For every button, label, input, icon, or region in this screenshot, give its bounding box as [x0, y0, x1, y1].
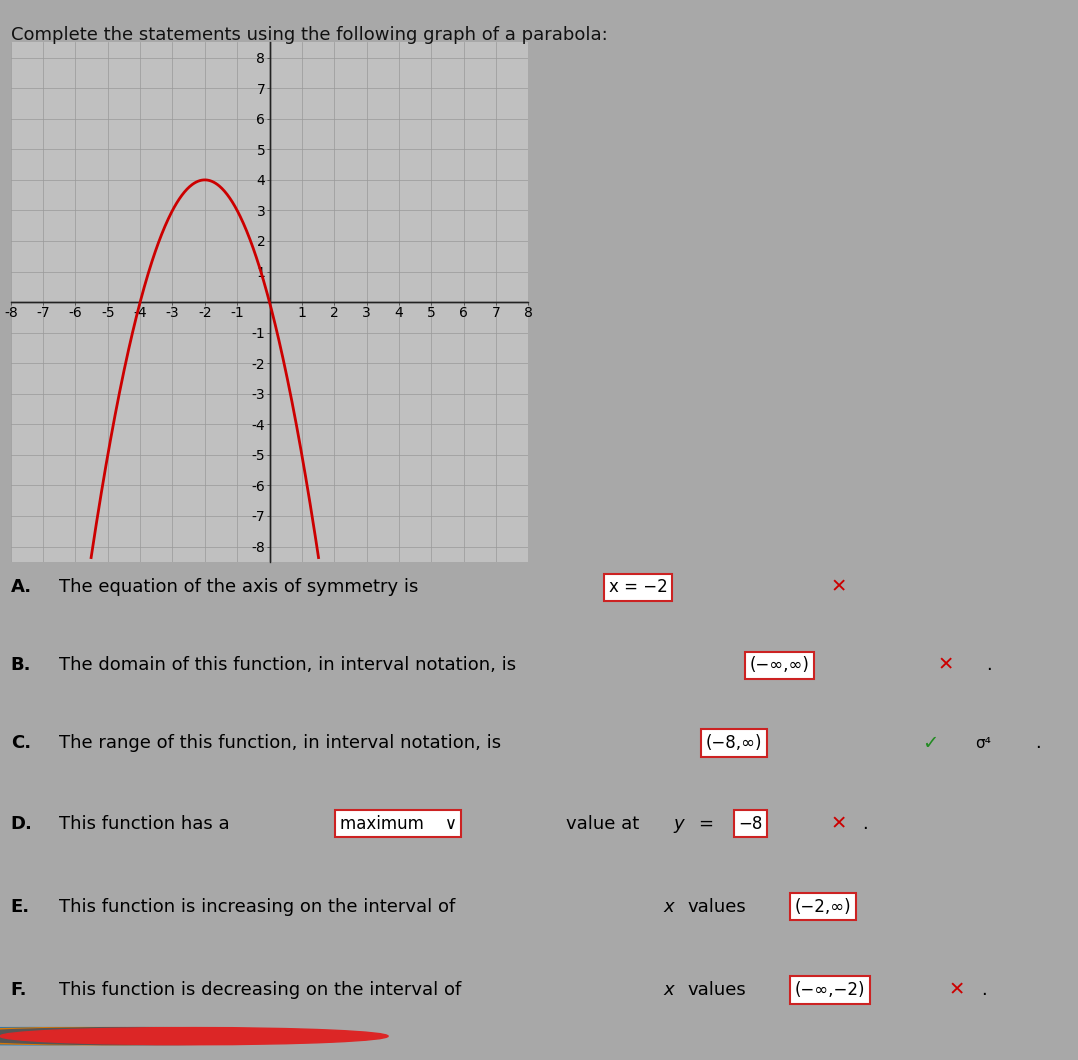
Text: The domain of this function, in interval notation, is: The domain of this function, in interval…	[59, 656, 516, 674]
Text: =: =	[699, 815, 714, 833]
Text: (−∞,−2): (−∞,−2)	[794, 980, 865, 999]
Text: (−8,∞): (−8,∞)	[706, 735, 762, 753]
Text: y: y	[674, 815, 685, 833]
Text: ✕: ✕	[830, 814, 846, 833]
Circle shape	[0, 1027, 334, 1045]
Text: values: values	[688, 898, 746, 916]
Text: ✕: ✕	[830, 578, 846, 597]
Text: The range of this function, in interval notation, is: The range of this function, in interval …	[59, 735, 501, 753]
Text: ✕: ✕	[938, 656, 954, 675]
Text: (−2,∞): (−2,∞)	[794, 898, 852, 916]
Text: −8: −8	[738, 815, 763, 833]
Text: values: values	[688, 980, 746, 999]
Text: .: .	[986, 656, 992, 674]
Text: σ⁴: σ⁴	[976, 736, 992, 750]
Text: .: .	[862, 815, 868, 833]
Text: This function is decreasing on the interval of: This function is decreasing on the inter…	[59, 980, 461, 999]
Text: D.: D.	[11, 815, 32, 833]
Text: value at: value at	[566, 815, 639, 833]
Text: ✕: ✕	[949, 980, 965, 1000]
Text: C.: C.	[11, 735, 31, 753]
Text: This function is increasing on the interval of: This function is increasing on the inter…	[59, 898, 456, 916]
Circle shape	[0, 1027, 388, 1045]
Text: maximum    ∨: maximum ∨	[340, 815, 457, 833]
Text: The equation of the axis of symmetry is: The equation of the axis of symmetry is	[59, 579, 418, 597]
Text: x = −2: x = −2	[609, 579, 667, 597]
Text: x: x	[663, 980, 674, 999]
Text: .: .	[1035, 735, 1040, 753]
Circle shape	[0, 1027, 226, 1045]
Text: This function has a: This function has a	[59, 815, 230, 833]
Text: x: x	[663, 898, 674, 916]
Text: F.: F.	[11, 980, 27, 999]
Circle shape	[0, 1027, 280, 1045]
Text: E.: E.	[11, 898, 30, 916]
Text: .: .	[981, 980, 986, 999]
Text: Complete the statements using the following graph of a parabola:: Complete the statements using the follow…	[11, 26, 608, 45]
Text: ✓: ✓	[922, 734, 938, 753]
Text: A.: A.	[11, 579, 32, 597]
Text: B.: B.	[11, 656, 31, 674]
Text: (−∞,∞): (−∞,∞)	[749, 656, 810, 674]
